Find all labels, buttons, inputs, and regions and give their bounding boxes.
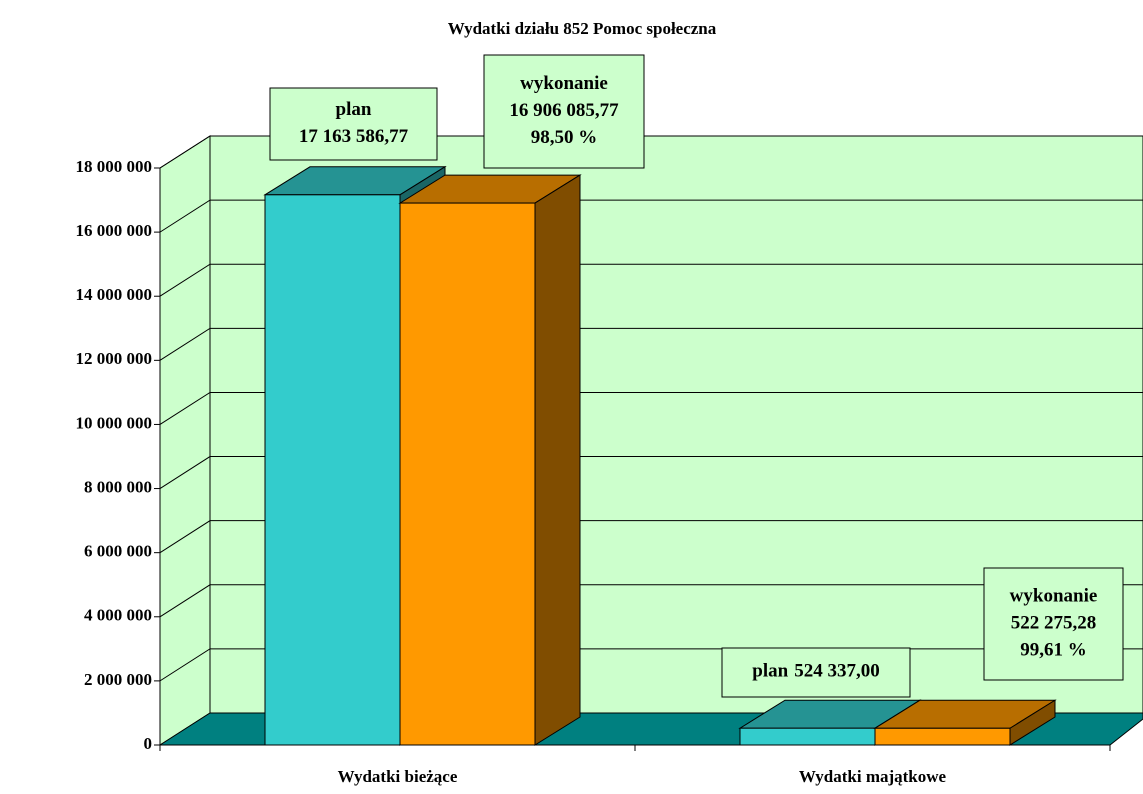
grid-line [159,199,1143,233]
bar-front [264,194,401,746]
data-label: 522 275,28 [1011,612,1097,633]
y-tick-label: 4 000 000 [84,606,152,625]
grid-line [159,135,1143,169]
grid-line [159,391,1143,425]
bar-front [399,202,536,746]
data-label: 99,61 % [1020,639,1087,660]
grid-line [159,327,1143,361]
bar-front [739,727,876,746]
data-label-box [721,647,911,698]
data-label-value: 524 337,00 [794,661,880,682]
y-tick-label: 8 000 000 [84,477,152,496]
data-label: 98,50 % [531,127,598,148]
data-label: wykonanie [520,73,608,94]
y-tick-label: 2 000 000 [84,670,152,689]
data-label-box [269,87,438,161]
x-tick-label: Wydatki bieżące [338,767,458,786]
y-tick-label: 18 000 000 [76,157,153,176]
bar [398,174,582,746]
y-tick-label: 16 000 000 [76,221,153,240]
data-label: 17 163 586,77 [299,126,409,147]
data-label: wykonanie [1010,585,1098,606]
bar [873,699,1057,746]
data-label-box [483,54,645,169]
grid-line [159,456,1143,489]
bar-side [534,174,581,746]
grid-line [159,263,1143,297]
y-tick-label: 0 [144,734,153,753]
data-label: 16 906 085,77 [509,100,619,121]
data-label: plan 524 337,00 [752,661,879,682]
y-tick-label: 14 000 000 [76,285,153,304]
y-tick-label: 10 000 000 [76,413,153,432]
y-tick-label: 6 000 000 [84,542,152,561]
x-tick-label: Wydatki majątkowe [799,767,947,786]
grid-line [159,520,1143,554]
data-label-name: plan [752,661,788,682]
data-label-box [983,567,1124,681]
bar-front [874,727,1011,746]
grid-line [159,584,1143,618]
data-label: plan [336,99,372,120]
chart-title: Wydatki działu 852 Pomoc społeczna [448,19,717,38]
y-tick-label: 12 000 000 [76,349,153,368]
